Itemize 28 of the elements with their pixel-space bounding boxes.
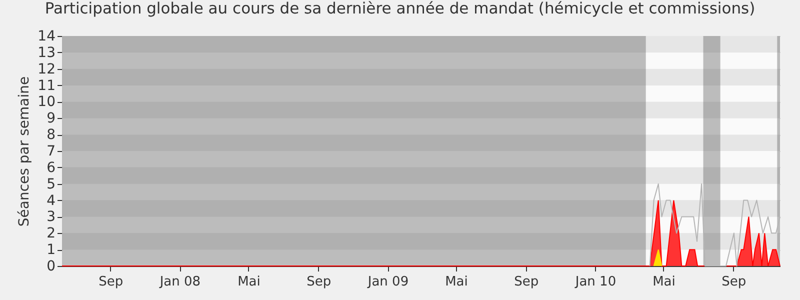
y-tick-label: 13: [38, 44, 56, 61]
y-tick-label: 11: [38, 78, 56, 94]
x-tick-label: Sep: [306, 274, 332, 290]
y-tick-label: 6: [46, 160, 56, 176]
y-tick-label: 12: [38, 61, 56, 78]
y-tick-label: 1: [46, 242, 56, 258]
y-tick-label: 8: [46, 127, 56, 144]
y-tick-label: 4: [46, 192, 56, 209]
y-axis-title: Séances par semaine: [16, 76, 33, 227]
chart-title: Participation globale au cours de sa dernière année de mandat (hémicycle et commissions): [44, 0, 756, 18]
x-tick-label: Sep: [98, 274, 124, 290]
x-tick-label: Mai: [238, 274, 260, 290]
y-tick-label: 5: [46, 176, 56, 192]
y-tick-label: 2: [46, 226, 56, 242]
x-tick-label: Mai: [652, 274, 676, 290]
line-series: [649, 183, 780, 266]
y-tick-label: 0: [46, 258, 56, 274]
x-tick-label: Jan 10: [574, 274, 616, 290]
y-tick-label: 9: [46, 110, 56, 127]
y-tick-label: 14: [38, 28, 56, 44]
x-tick-label: Sep: [722, 274, 746, 290]
y-tick-label: 10: [38, 94, 56, 110]
x-tick-label: Jan 09: [366, 274, 409, 290]
y-tick-label: 7: [46, 144, 56, 160]
x-tick-label: Jan 08: [158, 274, 201, 290]
y-tick-label: 3: [46, 209, 56, 226]
x-tick-label: Mai: [445, 274, 468, 290]
x-tick-label: Sep: [514, 274, 539, 290]
